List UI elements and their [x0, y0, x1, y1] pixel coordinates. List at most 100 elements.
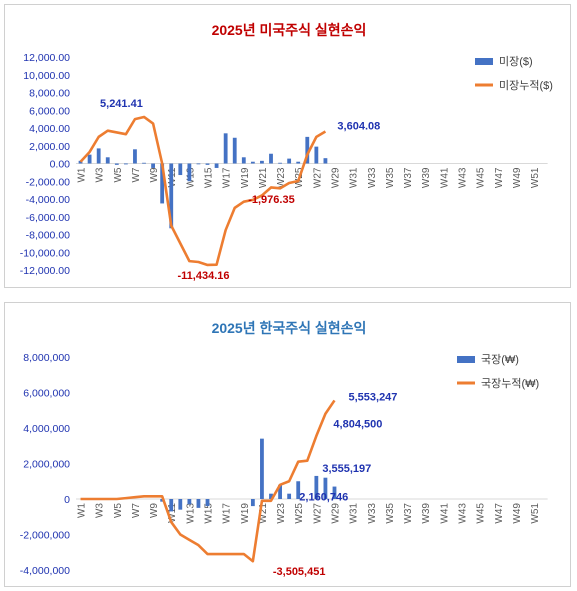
data-label: 3,555,197	[322, 463, 371, 475]
y-tick-label: 10,000.00	[23, 70, 70, 82]
bar	[278, 484, 282, 499]
x-tick-label: W35	[385, 503, 396, 524]
x-tick-label: W1	[77, 503, 88, 518]
x-tick-label: W33	[367, 167, 378, 188]
x-tick-label: W5	[113, 503, 124, 518]
y-tick-label: -4,000.00	[26, 194, 71, 206]
legend-label: 국장(₩)	[481, 353, 519, 366]
x-tick-label: W17	[222, 167, 233, 188]
bar	[305, 136, 310, 164]
x-tick-label: W7	[131, 167, 142, 182]
bar	[269, 493, 273, 499]
y-tick-label: 2,000.00	[29, 141, 70, 153]
x-tick-label: W5	[113, 167, 124, 182]
bar	[160, 163, 165, 204]
x-tick-label: W49	[512, 167, 523, 188]
bar	[314, 475, 319, 499]
y-tick-label: -2,000,000	[20, 530, 70, 542]
x-tick-label: W1	[77, 167, 88, 182]
bar	[250, 161, 255, 164]
x-tick-label: W29	[330, 167, 341, 188]
x-tick-label: W47	[494, 503, 505, 524]
bar	[196, 163, 201, 165]
bar	[287, 493, 292, 499]
bar	[269, 153, 273, 164]
x-tick-label: W31	[349, 503, 360, 524]
y-tick-label: -2,000.00	[26, 176, 71, 188]
bar	[78, 160, 83, 164]
x-tick-label: W29	[330, 503, 341, 524]
x-tick-label: W3	[95, 503, 106, 518]
bar	[205, 499, 210, 507]
x-tick-label: W43	[457, 503, 468, 524]
bar	[241, 157, 246, 164]
bar	[260, 438, 264, 499]
legend-label: 국장누적(₩)	[481, 377, 539, 390]
x-tick-label: W9	[149, 167, 160, 182]
bar	[323, 477, 328, 499]
y-tick-label: -8,000.00	[26, 230, 71, 242]
y-tick-label: 6,000,000	[23, 388, 70, 400]
y-tick-label: -6,000.00	[26, 212, 71, 224]
y-tick-label: 2,000,000	[23, 459, 70, 471]
x-tick-label: W15	[204, 503, 215, 524]
y-tick-label: -4,000,000	[20, 565, 70, 577]
data-label: 5,553,247	[348, 391, 397, 403]
y-tick-label: 8,000.00	[29, 88, 70, 100]
x-tick-label: W23	[276, 167, 287, 188]
bar	[105, 157, 110, 164]
us-stock-chart-panel: 2025년 미국주식 실현손익 12,000.00 10,000.00 8,000.0…	[4, 4, 571, 288]
bar	[278, 162, 282, 164]
x-tick-label: W9	[149, 503, 160, 518]
x-tick-label: W45	[476, 167, 487, 188]
x-tick-label: W15	[204, 167, 215, 188]
bar	[133, 149, 137, 164]
bar	[160, 499, 165, 502]
x-tick-label: W13	[185, 503, 196, 524]
x-tick-label: W31	[349, 167, 360, 188]
x-tick-label: W37	[403, 503, 414, 524]
bar	[296, 481, 301, 499]
x-tick-label: W37	[403, 167, 414, 188]
y-tick-label: 0.00	[50, 159, 71, 171]
bar	[187, 499, 192, 505]
y-tick-label: 12,000.00	[23, 52, 70, 64]
x-tick-label: W27	[312, 167, 323, 188]
data-label: 2,160,746	[299, 492, 348, 504]
y-tick-label: -12,000.00	[20, 265, 70, 277]
x-tick-label: W3	[95, 167, 106, 182]
bar	[196, 499, 201, 508]
bar	[142, 162, 146, 164]
bar	[114, 163, 119, 165]
bar	[169, 163, 174, 229]
x-tick-label: W23	[276, 503, 287, 524]
y-tick-label: 8,000,000	[23, 352, 70, 364]
bar	[151, 163, 155, 168]
x-tick-label: W43	[457, 167, 468, 188]
x-tick-label: W33	[367, 503, 378, 524]
legend-label: 미장($)	[499, 55, 533, 68]
bar	[178, 163, 183, 176]
legend-bar-swatch	[457, 356, 475, 363]
y-tick-label: 4,000.00	[29, 123, 70, 135]
x-tick-label: W35	[385, 167, 396, 188]
x-tick-label: W41	[439, 503, 450, 524]
x-tick-label: W19	[240, 503, 251, 524]
kr-stock-chart: 2025년 한국주식 실현손익 8,000,000 6,000,000 4,000,0…	[20, 320, 548, 578]
data-label: 4,804,500	[333, 419, 382, 431]
legend-label: 미장누적($)	[499, 79, 553, 92]
bar	[223, 133, 228, 164]
bar	[323, 158, 328, 164]
x-tick-label: W49	[512, 503, 523, 524]
data-label: 5,241.41	[100, 98, 143, 110]
chart-title: 2025년 미국주식 실현손익	[212, 22, 367, 38]
legend-bar-swatch	[475, 58, 493, 65]
data-label: 3,604.08	[337, 121, 380, 133]
x-tick-label: W21	[258, 503, 269, 524]
bar	[287, 158, 292, 164]
bar	[260, 160, 264, 164]
y-tick-label: -10,000.00	[20, 247, 70, 259]
x-tick-label: W39	[421, 503, 432, 524]
x-tick-label: W47	[494, 167, 505, 188]
y-tick-label: 4,000,000	[23, 423, 70, 435]
